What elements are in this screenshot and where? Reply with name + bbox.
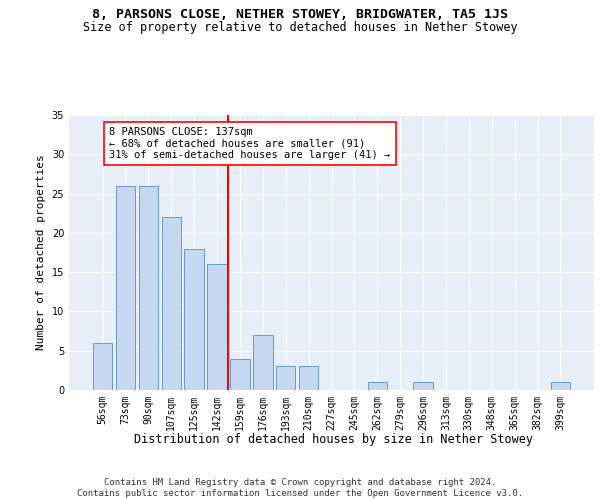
Bar	[253, 335, 272, 390]
Text: Distribution of detached houses by size in Nether Stowey: Distribution of detached houses by size …	[134, 432, 533, 446]
Bar	[116, 186, 135, 390]
Bar	[276, 366, 295, 390]
Text: 8, PARSONS CLOSE, NETHER STOWEY, BRIDGWATER, TA5 1JS: 8, PARSONS CLOSE, NETHER STOWEY, BRIDGWA…	[92, 8, 508, 20]
Bar	[413, 382, 433, 390]
Y-axis label: Number of detached properties: Number of detached properties	[36, 154, 46, 350]
Bar	[184, 248, 204, 390]
Bar	[551, 382, 570, 390]
Text: 8 PARSONS CLOSE: 137sqm
← 68% of detached houses are smaller (91)
31% of semi-de: 8 PARSONS CLOSE: 137sqm ← 68% of detache…	[109, 127, 391, 160]
Text: Contains HM Land Registry data © Crown copyright and database right 2024.
Contai: Contains HM Land Registry data © Crown c…	[77, 478, 523, 498]
Text: Size of property relative to detached houses in Nether Stowey: Size of property relative to detached ho…	[83, 21, 517, 34]
Bar	[230, 358, 250, 390]
Bar	[299, 366, 319, 390]
Bar	[93, 343, 112, 390]
Bar	[139, 186, 158, 390]
Bar	[161, 217, 181, 390]
Bar	[368, 382, 387, 390]
Bar	[208, 264, 227, 390]
